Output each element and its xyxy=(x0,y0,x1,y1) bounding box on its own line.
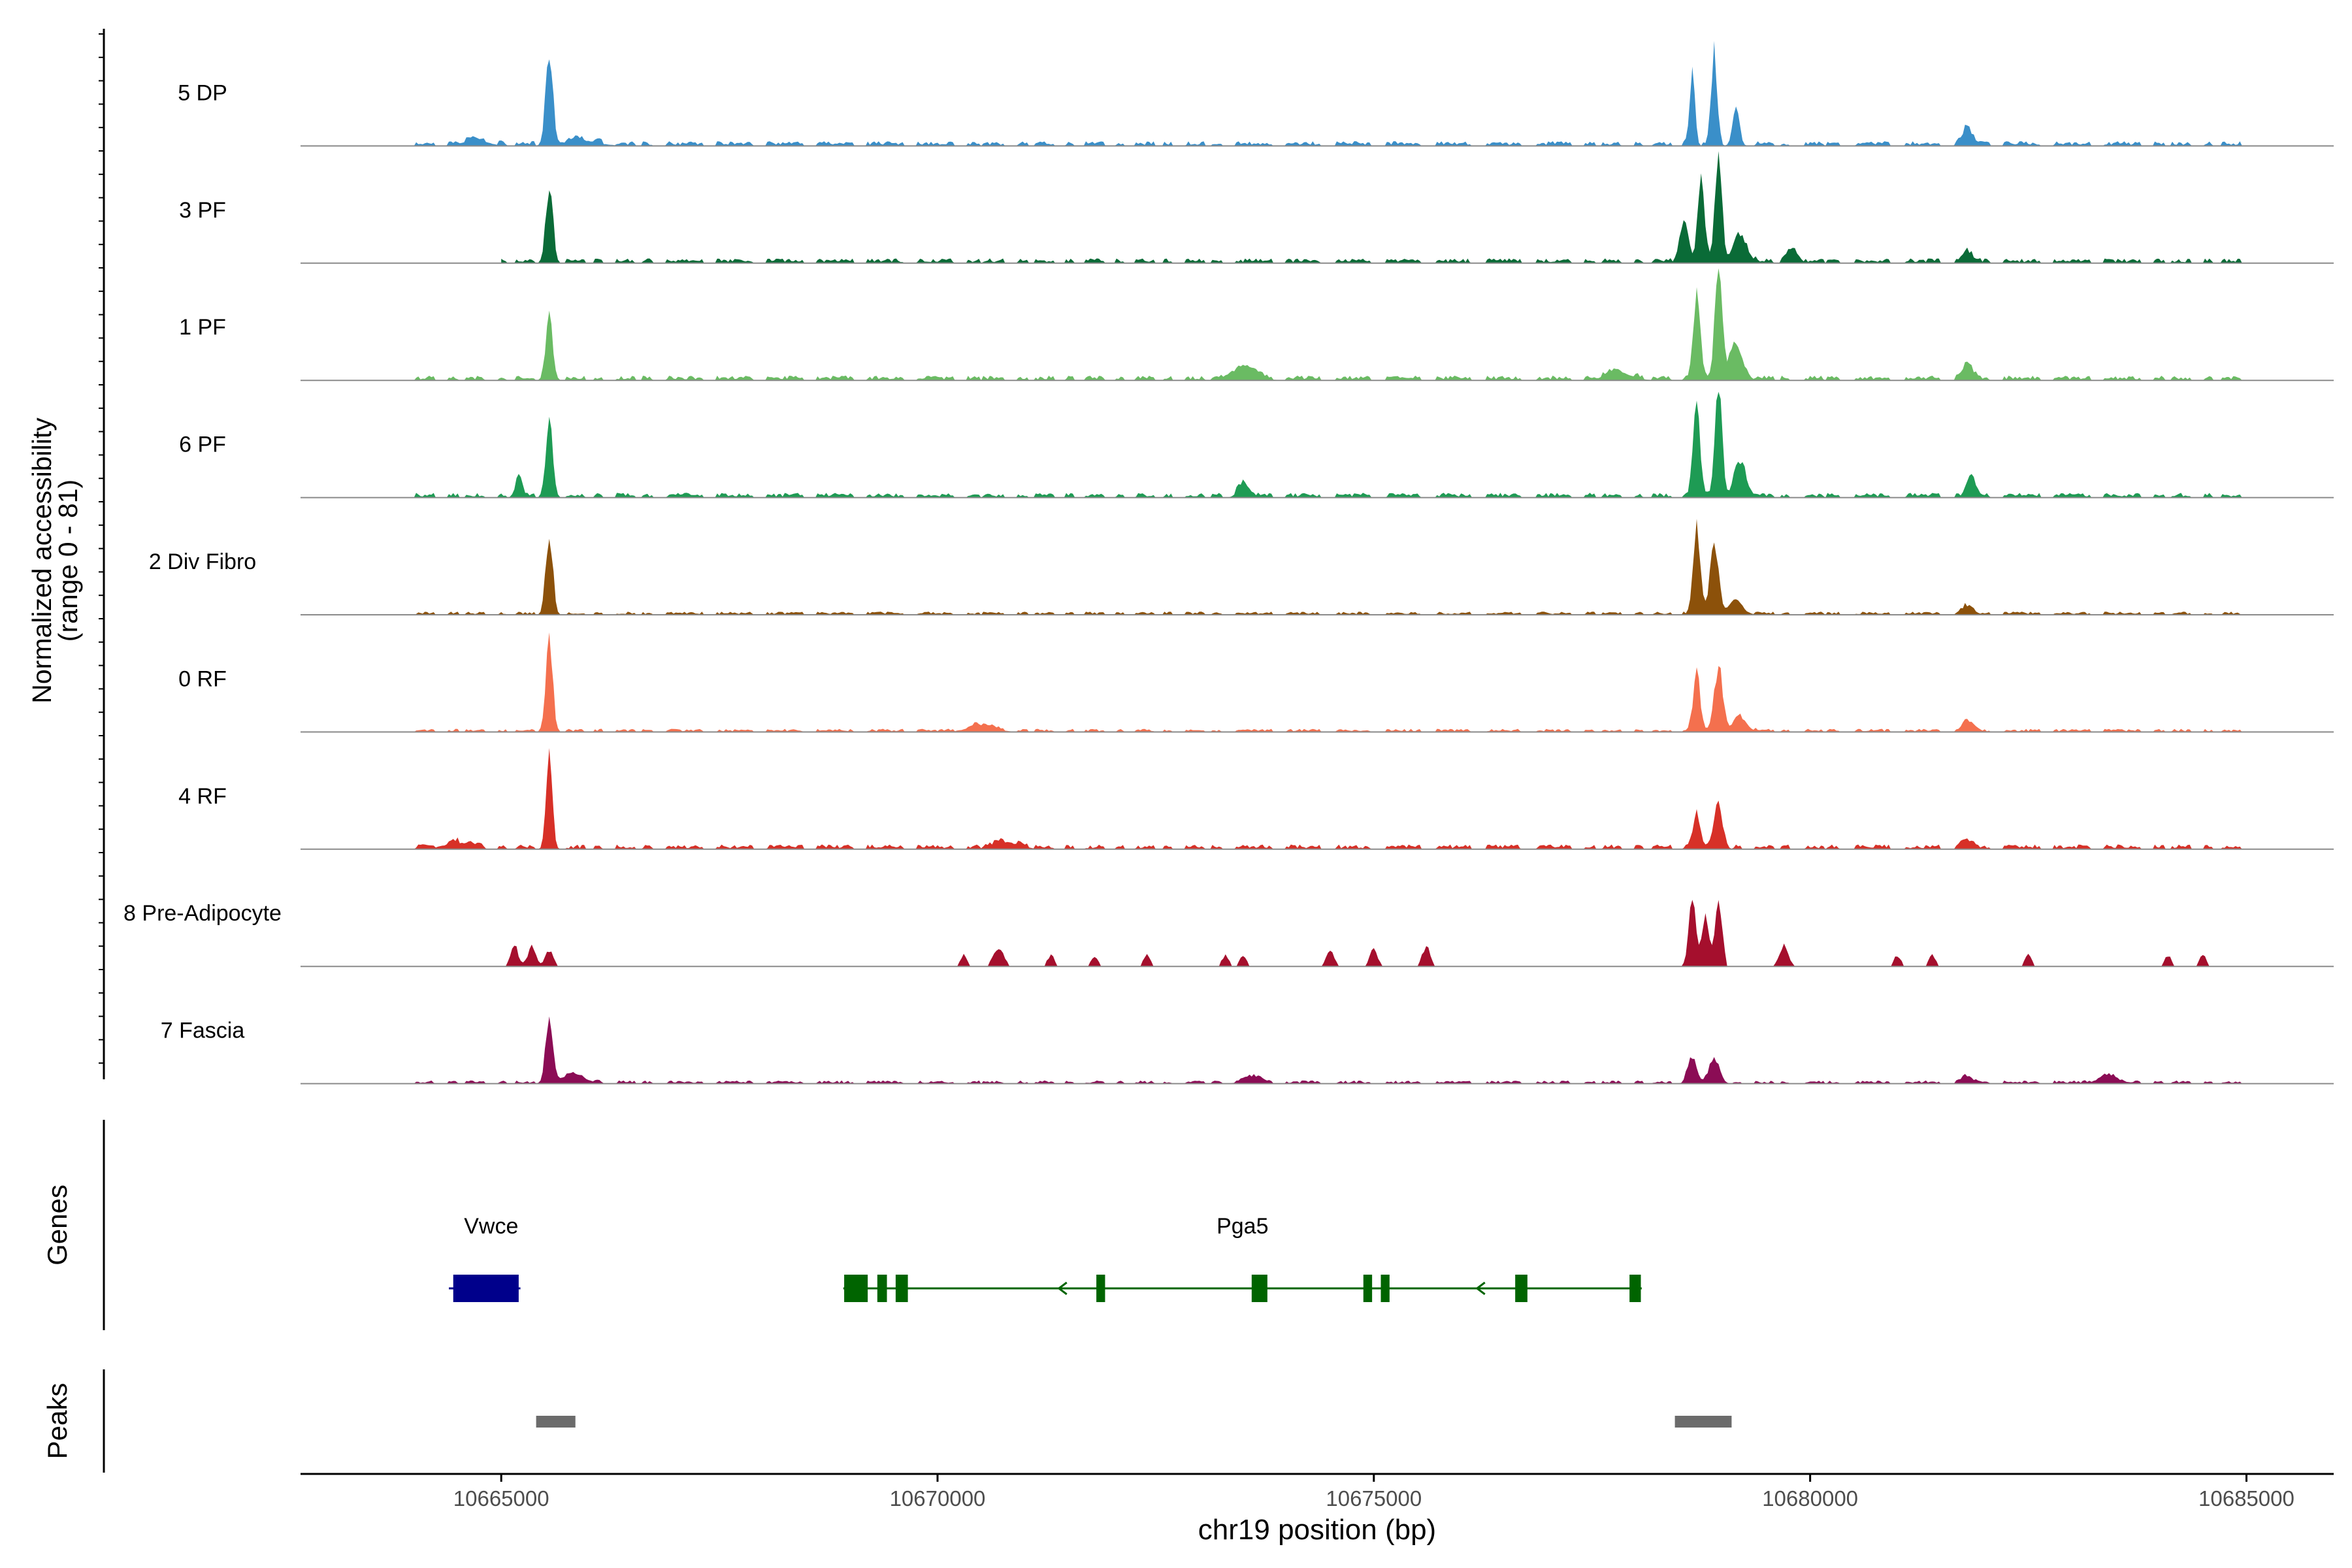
gene-pga5-exon-8 xyxy=(1515,1275,1527,1302)
coverage-y-label-line1: Normalized accessibility xyxy=(27,417,57,704)
x-axis-ticks: 10665000 10670000 10675000 10680000 10685000 xyxy=(453,1474,2295,1511)
gene-pga5-exon-1 xyxy=(844,1275,868,1302)
gene-pga5-strand-1 xyxy=(1057,1281,1068,1296)
track-1: 5 DP xyxy=(178,41,2334,147)
x-tick-label-5: 10685000 xyxy=(2198,1486,2295,1511)
genes-panel-label: Genes xyxy=(42,1184,73,1266)
track-5-area xyxy=(414,519,2247,615)
x-axis-label: chr19 position (bp) xyxy=(1198,1514,1436,1546)
track-6: 0 RF xyxy=(178,632,2334,733)
gene-pga5: Pga5 xyxy=(843,1214,1642,1302)
x-tick-label-1: 10665000 xyxy=(453,1486,549,1511)
peaks-panel-label: Peaks xyxy=(42,1383,73,1460)
gene-pga5-exon-5 xyxy=(1251,1275,1267,1302)
gene-pga5-strand-2 xyxy=(1475,1281,1486,1296)
gene-pga5-exon-3 xyxy=(895,1275,908,1302)
peak-region-1 xyxy=(536,1416,576,1428)
gene-pga5-label: Pga5 xyxy=(1217,1214,1268,1239)
track-2-area xyxy=(501,151,2247,263)
track-7: 4 RF xyxy=(178,748,2334,850)
gene-pga5-exon-4 xyxy=(1096,1275,1105,1302)
coverage-y-label-line2: (range 0 - 81) xyxy=(53,480,83,642)
gene-pga5-exon-6 xyxy=(1363,1275,1373,1302)
track-6-label: 0 RF xyxy=(178,666,227,691)
track-2-label: 3 PF xyxy=(179,198,226,223)
track-4: 6 PF xyxy=(179,391,2334,498)
peak-region-2 xyxy=(1674,1416,1732,1428)
track-4-label: 6 PF xyxy=(179,433,226,457)
coverage-tracks: 5 DP 3 PF 1 PF 6 PF 2 Div Fibro 0 RF 4 RF 8 Pre… xyxy=(123,41,2334,1085)
gene-vwce-exon-1 xyxy=(453,1275,519,1302)
gene-vwce-label: Vwce xyxy=(464,1214,518,1239)
track-3: 1 PF xyxy=(179,268,2334,382)
track-3-area xyxy=(414,268,2247,381)
gene-pga5-exon-7 xyxy=(1380,1275,1390,1302)
x-tick-label-3: 10675000 xyxy=(1326,1486,1422,1511)
track-2: 3 PF xyxy=(179,151,2334,264)
track-8-label: 8 Pre-Adipocyte xyxy=(123,901,282,926)
track-8: 8 Pre-Adipocyte xyxy=(123,900,2334,968)
gene-pga5-exon-2 xyxy=(877,1275,887,1302)
track-8-area xyxy=(501,900,2247,967)
track-7-area xyxy=(414,748,2247,849)
gene-pga5-exon-9 xyxy=(1629,1275,1641,1302)
track-6-area xyxy=(414,632,2247,732)
track-1-label: 5 DP xyxy=(178,80,227,105)
track-7-label: 4 RF xyxy=(178,784,227,809)
track-9-area xyxy=(414,1016,2247,1084)
coverage-y-ticks xyxy=(99,33,104,1064)
x-tick-label-2: 10670000 xyxy=(890,1486,986,1511)
track-9-label: 7 Fascia xyxy=(161,1019,245,1043)
peak-regions xyxy=(536,1416,1732,1428)
track-5-label: 2 Div Fibro xyxy=(149,549,256,574)
track-3-label: 1 PF xyxy=(179,315,226,340)
x-tick-label-4: 10680000 xyxy=(1762,1486,1858,1511)
gene-annotations: Vwce Pga5 xyxy=(449,1214,1642,1302)
track-4-area xyxy=(414,391,2247,498)
track-1-area xyxy=(414,41,2247,146)
track-5: 2 Div Fibro xyxy=(149,519,2334,615)
gene-vwce: Vwce xyxy=(449,1214,521,1302)
track-9: 7 Fascia xyxy=(161,1016,2334,1085)
